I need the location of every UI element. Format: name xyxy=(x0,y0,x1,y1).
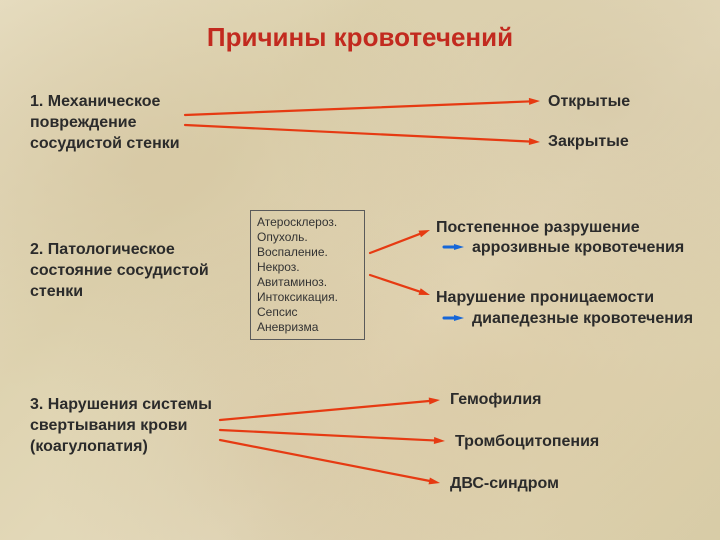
section1-target-1: Закрытые xyxy=(548,132,629,153)
box-line: Атеросклероз. xyxy=(257,215,358,230)
section2-target-0-sub: аррозивные кровотечения xyxy=(472,238,684,259)
section1-target-0: Открытые xyxy=(548,92,630,113)
section1-label: 1. Механическое повреждение сосудистой с… xyxy=(30,92,220,154)
section3-target-1: Тромбоцитопения xyxy=(455,432,599,453)
box-line: Аневризма xyxy=(257,320,358,335)
box-line: Воспаление. xyxy=(257,245,358,260)
section3-target-2: ДВС-синдром xyxy=(450,474,559,495)
section3-label: 3. Нарушения системы свертывания крови (… xyxy=(30,395,240,457)
box-line: Некроз. xyxy=(257,260,358,275)
section3-target-0: Гемофилия xyxy=(450,390,542,411)
box-line: Авитаминоз. xyxy=(257,275,358,290)
section2-box: Атеросклероз. Опухоль. Воспаление. Некро… xyxy=(250,210,365,340)
section2-target-1-sub: диапедезные кровотечения xyxy=(472,309,693,330)
box-line: Интоксикация. xyxy=(257,290,358,305)
section2-target-0-main: Постепенное разрушение xyxy=(436,218,640,239)
page-title: Причины кровотечений xyxy=(0,22,720,53)
section2-label: 2. Патологическое состояние сосудистой с… xyxy=(30,240,220,302)
box-line: Сепсис xyxy=(257,305,358,320)
box-line: Опухоль. xyxy=(257,230,358,245)
section2-target-1-main: Нарушение проницаемости xyxy=(436,288,654,309)
